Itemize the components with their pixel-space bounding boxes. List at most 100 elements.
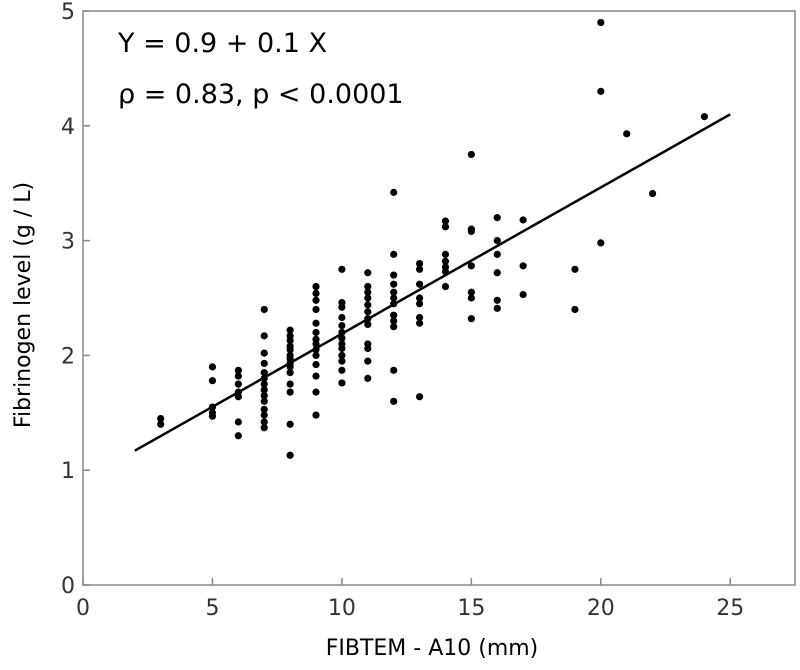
data-point — [286, 388, 294, 396]
data-point — [364, 374, 372, 382]
data-point — [415, 265, 424, 273]
data-point — [390, 288, 398, 296]
data-point — [571, 305, 579, 314]
data-point — [467, 315, 475, 323]
data-point — [415, 319, 424, 327]
data-point — [415, 300, 424, 308]
x-axis-label: FIBTEM - A10 (mm) — [326, 636, 539, 661]
data-point — [234, 418, 242, 426]
data-point — [312, 319, 320, 327]
data-point — [312, 328, 320, 337]
data-point — [260, 332, 268, 340]
data-point — [415, 294, 424, 302]
data-point — [364, 301, 372, 309]
data-point — [441, 250, 450, 258]
regression-line — [134, 113, 731, 452]
data-point — [390, 317, 398, 325]
data-point — [390, 294, 398, 302]
data-point — [338, 321, 346, 330]
data-point — [157, 414, 165, 423]
data-point — [286, 369, 294, 377]
data-point — [260, 359, 268, 368]
data-point — [364, 357, 372, 365]
data-point — [338, 313, 346, 322]
data-points — [157, 18, 708, 459]
data-point — [260, 411, 268, 419]
data-point — [493, 237, 501, 245]
data-point — [390, 250, 398, 258]
x-tick-label: 10 — [328, 596, 356, 621]
data-point — [312, 360, 320, 369]
data-point — [467, 262, 475, 270]
data-point — [208, 363, 217, 371]
data-point — [260, 405, 268, 413]
data-point — [364, 269, 372, 277]
y-tick-label: 3 — [61, 230, 75, 255]
data-point — [338, 366, 346, 374]
data-point — [597, 18, 605, 27]
y-tick-label: 5 — [61, 0, 75, 25]
data-point — [286, 451, 294, 459]
data-point — [467, 227, 475, 236]
y-tick-label: 0 — [61, 574, 75, 599]
data-point — [312, 289, 320, 298]
y-tick-label: 2 — [61, 344, 75, 369]
data-point — [571, 265, 579, 273]
data-point — [390, 271, 398, 279]
data-point — [519, 216, 527, 224]
plot-frame — [82, 10, 796, 586]
data-point — [338, 344, 346, 353]
data-point — [312, 282, 320, 291]
data-point — [597, 239, 605, 247]
data-point — [312, 305, 320, 314]
data-point — [390, 366, 398, 374]
data-point — [390, 397, 398, 405]
data-point — [364, 344, 372, 353]
y-tick-label: 1 — [61, 459, 75, 484]
data-point — [234, 432, 242, 440]
data-point — [208, 377, 217, 385]
data-point — [441, 223, 450, 231]
data-point — [260, 369, 268, 377]
data-point — [493, 250, 501, 258]
data-point — [623, 130, 631, 138]
data-point — [260, 349, 268, 357]
data-point — [286, 420, 294, 428]
data-point — [234, 372, 242, 380]
data-point — [286, 346, 294, 354]
data-point — [467, 150, 475, 159]
data-point — [493, 304, 501, 312]
data-point — [312, 372, 320, 380]
x-tick-label: 20 — [587, 596, 615, 621]
data-point — [338, 379, 346, 387]
x-tick-label: 15 — [457, 596, 485, 621]
data-point — [286, 336, 294, 345]
y-tick-label: 4 — [61, 115, 75, 140]
data-point — [390, 311, 398, 319]
data-point — [700, 113, 708, 121]
data-point — [157, 420, 165, 428]
data-point — [312, 351, 320, 359]
data-point — [364, 282, 372, 291]
x-tick-label: 5 — [205, 596, 219, 621]
data-point — [260, 424, 268, 432]
data-point — [364, 288, 372, 296]
data-point — [260, 386, 268, 394]
data-point — [493, 269, 501, 277]
data-point — [312, 388, 320, 396]
data-point — [364, 320, 372, 329]
y-axis-ticks: 0 1 2 3 4 5 — [61, 0, 90, 599]
data-point — [234, 366, 242, 374]
data-point — [649, 189, 657, 198]
x-tick-label: 25 — [716, 596, 744, 621]
data-point — [260, 397, 268, 405]
data-point — [441, 282, 450, 291]
data-point — [234, 380, 242, 388]
data-point — [390, 323, 398, 331]
data-point — [390, 280, 398, 288]
data-point — [364, 308, 372, 316]
data-point — [208, 412, 217, 420]
data-point — [441, 217, 450, 225]
data-point — [260, 391, 268, 400]
